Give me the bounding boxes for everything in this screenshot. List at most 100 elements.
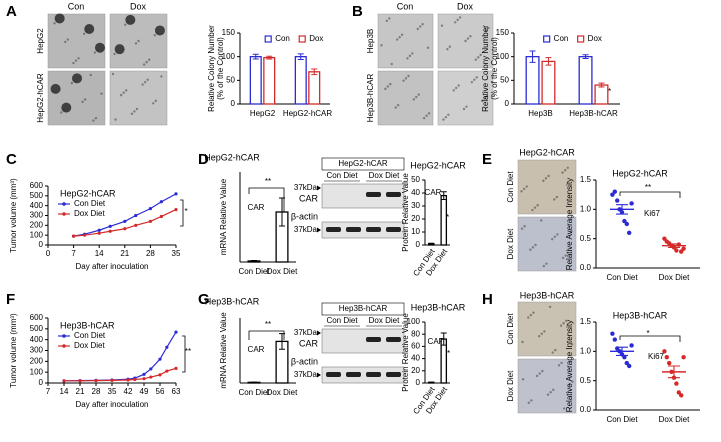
marker-arrow	[317, 330, 321, 336]
error-bar	[428, 242, 435, 245]
data-point	[610, 331, 615, 336]
panel-label: B	[352, 3, 363, 20]
data-point	[133, 377, 137, 382]
y-tick-label: 1.5	[580, 175, 592, 184]
cell-spot	[484, 29, 488, 32]
cell-spot	[542, 179, 545, 182]
marker-label: 37kDa	[294, 225, 318, 234]
cell-spot	[135, 107, 139, 111]
legend-swatch	[577, 35, 585, 43]
data-point	[158, 373, 162, 377]
cell-spot	[570, 343, 574, 346]
data-point	[674, 381, 679, 386]
cell-spot	[551, 351, 554, 354]
significance-bracket	[182, 335, 186, 373]
cell-spot	[442, 118, 445, 121]
cell-spot	[543, 330, 546, 333]
row-label: Hep3B-hCAR	[366, 74, 375, 123]
y-tick-label: 80	[411, 329, 420, 338]
blot	[321, 221, 405, 239]
cell-spot	[421, 23, 424, 26]
y-tick-label: 0	[416, 240, 421, 249]
cell-spot	[82, 32, 86, 35]
cell-spot	[113, 52, 116, 56]
error-bar	[529, 50, 536, 63]
legend-label: Con Diet	[74, 331, 106, 340]
y-tick-label: 150	[222, 28, 236, 37]
marker-arrow	[317, 185, 321, 191]
error-bar	[616, 204, 628, 215]
cell-spot	[474, 58, 477, 61]
data-point	[94, 379, 98, 383]
data-point	[629, 343, 634, 348]
x-tick-label: 42	[124, 387, 133, 396]
chart-title: Hep3B-hCAR	[60, 320, 115, 330]
blot-title: Hep3B-hCAR	[339, 304, 388, 313]
data-point	[134, 213, 138, 218]
x-tick-label: 14	[95, 249, 104, 258]
cell-spot	[540, 332, 543, 335]
annotation: **	[645, 183, 651, 192]
marker-arrow	[317, 372, 321, 378]
x-tick-label: Dox Diet	[267, 388, 298, 397]
micrograph	[517, 301, 577, 357]
cell-spot	[124, 23, 127, 26]
legend-marker	[62, 344, 66, 348]
cell-spot	[469, 35, 472, 38]
legend-swatch	[264, 35, 272, 43]
data-point	[667, 360, 672, 366]
cell-spot	[417, 93, 420, 96]
blot-band	[366, 227, 381, 232]
row-label: Con Diet	[506, 313, 515, 345]
data-point	[159, 200, 163, 204]
cell-spot	[66, 38, 70, 41]
cell-spot	[53, 22, 56, 25]
cell-spot	[416, 27, 419, 31]
lane-label: Dox Diet	[369, 316, 400, 325]
y-tick-label: 200	[30, 356, 44, 365]
cell-spot	[568, 382, 572, 386]
column-label: Con	[397, 1, 414, 11]
cell-spot	[483, 97, 486, 100]
y-tick-label: 0.5	[580, 376, 592, 385]
x-tick-label: 49	[140, 387, 149, 396]
data-point	[159, 214, 163, 219]
y-tick-label: 0	[505, 99, 510, 108]
x-tick-label: 35	[172, 249, 181, 258]
lane-label: Dox Diet	[369, 171, 400, 180]
y-tick-label: 0	[39, 378, 44, 387]
cell-spot	[444, 116, 448, 119]
cell-spot	[141, 83, 144, 86]
x-tick-label: Hep3B	[528, 109, 552, 118]
cell-spot	[55, 19, 59, 23]
cell-spot	[153, 34, 157, 37]
annotation: Ki67	[648, 352, 665, 361]
data-point	[142, 372, 146, 376]
cell-spot	[440, 24, 444, 27]
image-title: Hep3B-hCAR	[520, 290, 575, 300]
annotation: *	[184, 207, 187, 216]
blot-band	[386, 192, 401, 197]
cell-spot	[386, 85, 390, 88]
x-tick-label: HepG2-hCAR	[283, 109, 333, 118]
cell-spot	[94, 116, 98, 120]
cell-spot	[64, 40, 67, 44]
cell-spot	[114, 118, 117, 121]
cell-spot	[427, 112, 431, 115]
cell-spot	[452, 89, 455, 92]
cell-spot	[529, 248, 532, 251]
error-bar	[251, 260, 257, 262]
blot-band	[366, 337, 381, 342]
cell-spot	[407, 74, 410, 78]
chart-title: HepG2-hCAR	[204, 152, 260, 162]
x-tick-label: 28	[146, 249, 155, 258]
cell-spot	[50, 83, 61, 94]
data-point	[148, 207, 152, 211]
panel-label: D	[198, 151, 209, 168]
cell-spot	[142, 63, 146, 66]
panel-label: G	[198, 291, 210, 308]
marker-label: 37kDa	[294, 328, 318, 337]
cell-spot	[521, 340, 524, 344]
data-point	[123, 219, 127, 223]
data-point	[615, 198, 620, 203]
